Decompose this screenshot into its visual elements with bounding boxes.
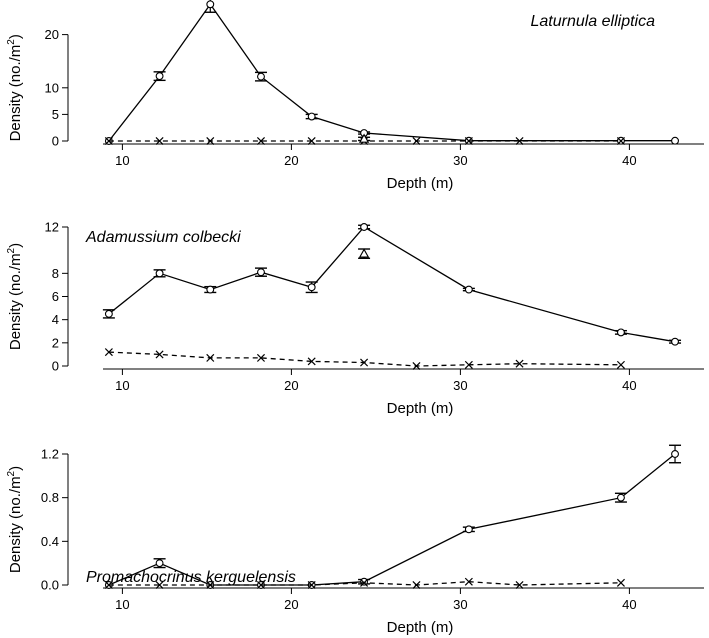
y-tick-label: 0.4 xyxy=(41,534,59,549)
y-tick-label: 10 xyxy=(45,80,59,95)
series-line-cross xyxy=(108,351,621,367)
data-point-triangle xyxy=(358,133,370,143)
data-point-cross xyxy=(104,348,113,357)
series-line-cross xyxy=(108,581,621,586)
panel-2: 0 2 4 6 8 12 10 20 30 40 Depth (m) Density (no./m2)… xyxy=(6,220,704,417)
y-axis-title: Density (no./m2) xyxy=(6,34,24,141)
data-point-cross xyxy=(515,359,524,368)
y-tick-label: 12 xyxy=(45,220,59,235)
y-axis-title: Density (no./m2) xyxy=(6,466,24,573)
y-tick-label: 0.0 xyxy=(41,578,59,593)
data-point-circle xyxy=(616,493,625,502)
y-tick-label: 0 xyxy=(52,359,59,374)
y-tick-label: 6 xyxy=(52,289,59,304)
data-point-circle xyxy=(206,0,215,9)
data-point-cross xyxy=(464,360,473,369)
x-tick-label: 20 xyxy=(284,378,298,393)
x-tick-label: 30 xyxy=(453,597,467,612)
data-point-cross xyxy=(616,578,625,587)
data-point-cross xyxy=(515,580,524,590)
x-tick-label: 40 xyxy=(622,378,636,393)
x-axis-title: Depth (m) xyxy=(387,175,454,192)
data-point-cross xyxy=(515,136,524,146)
y-tick-label: 0 xyxy=(52,134,59,149)
data-point-circle xyxy=(616,328,625,337)
data-point-cross xyxy=(104,136,113,146)
y-tick-label: 20 xyxy=(45,27,59,42)
data-point-circle xyxy=(307,283,316,292)
data-point-circle xyxy=(360,223,369,231)
data-point-cross xyxy=(155,136,164,146)
y-tick-label: 5 xyxy=(52,107,59,122)
x-tick-label: 10 xyxy=(115,597,129,612)
series-line-circle xyxy=(108,453,676,586)
data-point-cross xyxy=(206,580,215,590)
x-tick-label: 20 xyxy=(284,597,298,612)
data-point-circle xyxy=(671,136,679,145)
x-tick-label: 10 xyxy=(115,378,129,393)
y-axis-title: Density (no./m2) xyxy=(6,243,24,350)
data-point-cross xyxy=(307,136,316,146)
data-point-cross xyxy=(412,361,421,371)
data-point-circle xyxy=(155,269,164,278)
data-point-cross xyxy=(206,136,215,146)
panel-title: Adamussium colbecki xyxy=(85,229,241,246)
data-point-circle xyxy=(671,450,679,458)
data-point-circle xyxy=(671,337,679,346)
data-point-circle xyxy=(104,309,113,318)
data-point-cross xyxy=(616,136,625,146)
data-point-cross xyxy=(307,357,316,366)
data-point-cross xyxy=(155,580,164,590)
data-point-circle xyxy=(360,577,369,586)
panel-title: Promachocrinus kerguelensis xyxy=(86,569,296,586)
data-point-circle xyxy=(257,268,265,277)
panel-1: 0 5 10 20 10 20 30 40 Depth (m) Density (no./m2) L… xyxy=(6,0,704,192)
data-point-circle xyxy=(464,285,473,294)
y-tick-label: 8 xyxy=(52,266,59,281)
y-tick-label: 4 xyxy=(52,312,59,327)
data-point-cross xyxy=(464,577,473,586)
data-point-circle xyxy=(257,72,265,81)
data-point-cross xyxy=(256,136,266,146)
data-point-cross xyxy=(104,580,113,590)
data-point-circle xyxy=(206,285,215,294)
data-point-cross xyxy=(360,578,369,587)
data-point-cross xyxy=(412,580,421,590)
data-point-cross xyxy=(256,353,266,362)
x-tick-label: 40 xyxy=(622,597,636,612)
y-tick-label: 0.8 xyxy=(41,490,59,505)
data-point-circle xyxy=(155,559,164,568)
data-point-cross xyxy=(412,136,421,146)
data-point-triangle xyxy=(358,248,370,258)
y-tick-label: 1.2 xyxy=(41,447,59,462)
x-tick-label: 30 xyxy=(453,378,467,393)
panel-title: Laturnula elliptica xyxy=(530,13,655,30)
y-tick-label: 2 xyxy=(52,335,59,350)
x-tick-label: 30 xyxy=(453,153,467,168)
data-point-circle xyxy=(464,525,473,534)
x-tick-label: 10 xyxy=(115,153,129,168)
data-point-cross xyxy=(155,350,164,359)
data-point-cross xyxy=(256,580,266,590)
x-axis-title: Depth (m) xyxy=(387,619,454,636)
data-point-cross xyxy=(360,358,369,367)
data-point-cross xyxy=(206,353,215,362)
panel-3: 0.0 0.4 0.8 1.2 10 20 30 40 Depth (m) Density (no… xyxy=(6,444,704,636)
x-axis-title: Depth (m) xyxy=(387,400,454,417)
data-point-cross xyxy=(464,136,473,146)
data-point-cross xyxy=(307,580,316,590)
data-point-circle xyxy=(307,112,316,121)
x-tick-label: 20 xyxy=(284,153,298,168)
x-tick-label: 40 xyxy=(622,153,636,168)
data-point-cross xyxy=(616,360,625,369)
data-point-circle xyxy=(155,72,164,81)
